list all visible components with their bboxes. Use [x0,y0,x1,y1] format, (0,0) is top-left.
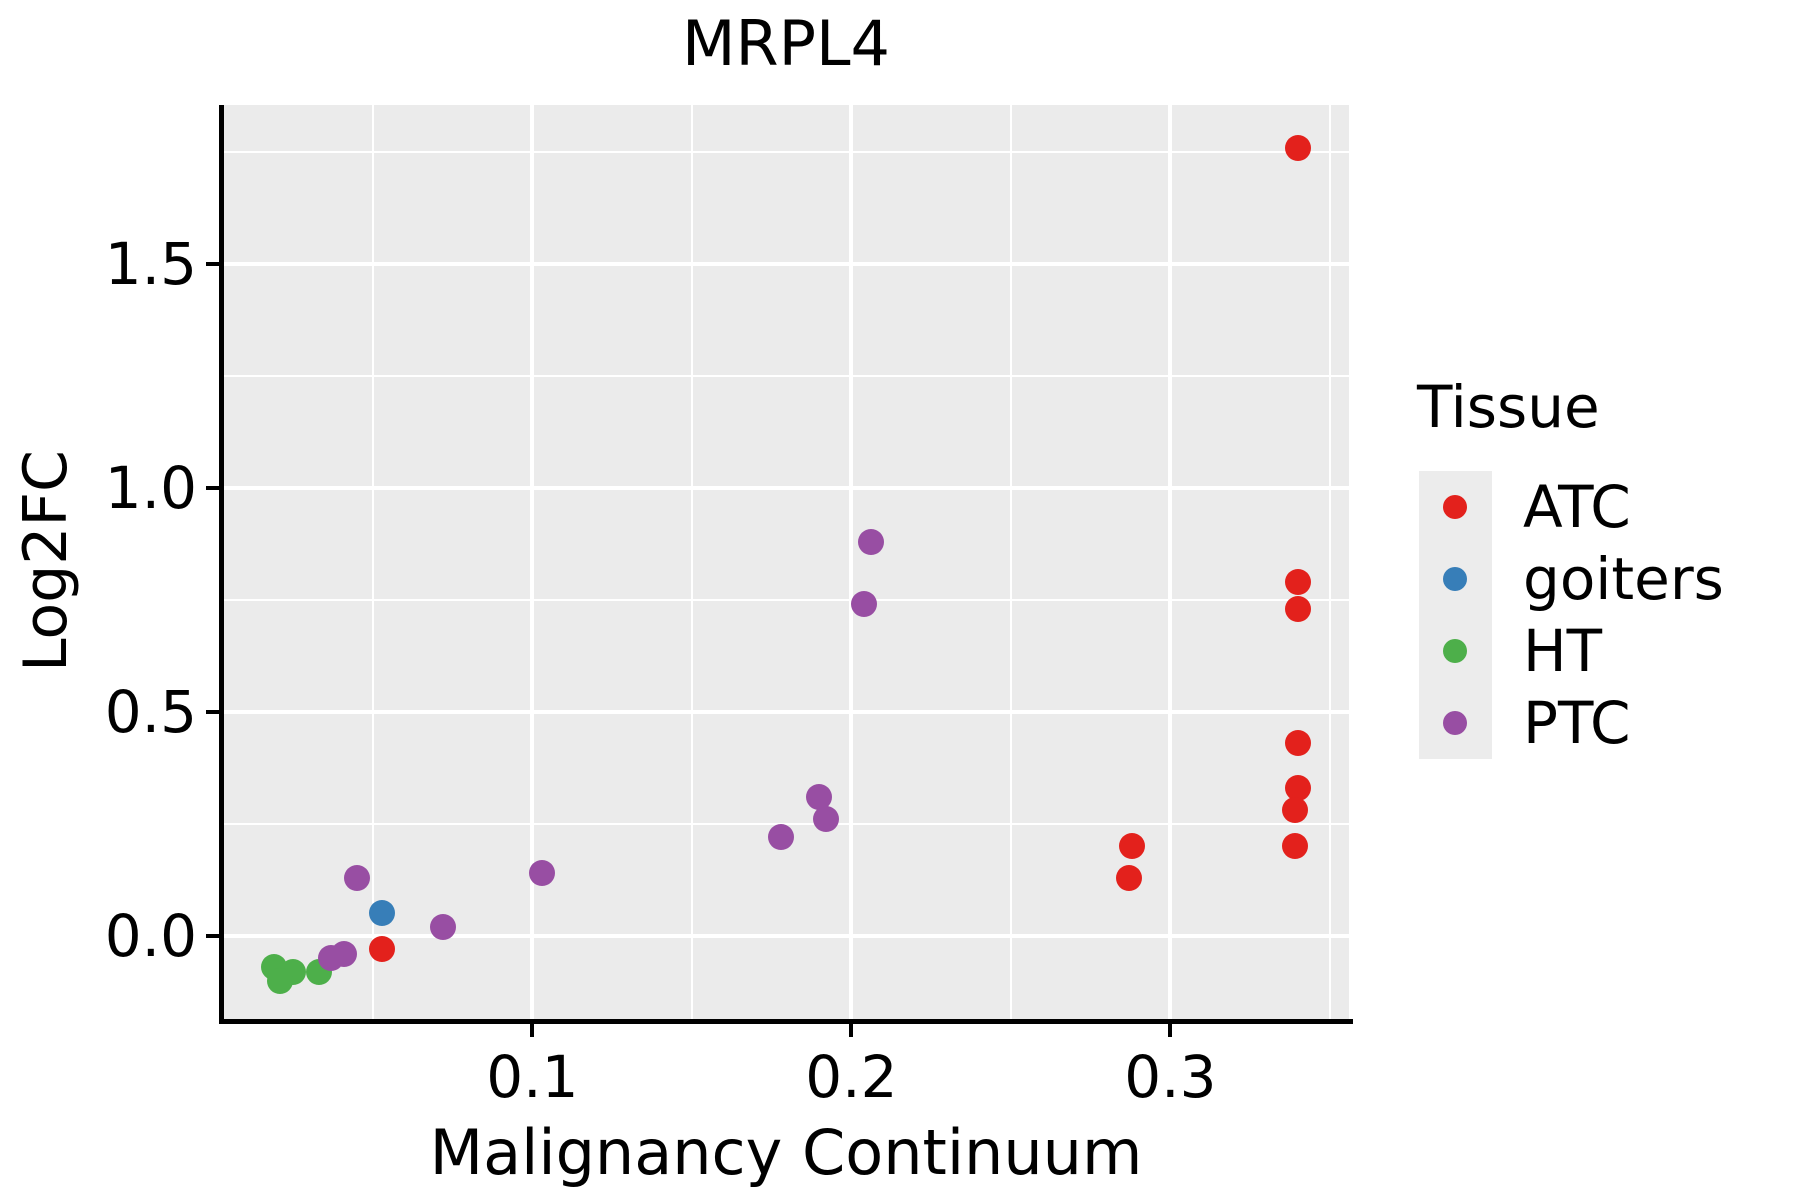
legend-entry-label: HT [1523,617,1603,685]
data-point-PTC [768,824,795,851]
x-minor-gridline [371,105,374,1021]
atc-dot-icon [1443,495,1467,519]
x-minor-gridline [1009,105,1012,1021]
y-tick-mark [206,262,219,266]
data-point-PTC [318,945,345,972]
legend-title: Tissue [1417,373,1600,441]
data-point-goiters [369,900,396,927]
ht-dot-icon [1443,639,1467,663]
x-tick-mark [1168,1024,1173,1037]
y-tick-label: 1.5 [104,230,197,298]
data-point-ATC [1284,730,1311,757]
legend-entry-HT: HT [1419,615,1800,687]
y-major-gridline [223,262,1349,266]
data-point-ATC [1284,569,1311,596]
goiters-dot-icon [1443,567,1467,591]
plot-panel [223,105,1349,1021]
y-tick-mark [206,709,219,714]
data-point-ATC [1115,864,1142,891]
data-point-ATC [1284,775,1311,802]
data-point-ATC [1284,134,1311,161]
data-point-PTC [343,864,370,891]
y-major-gridline [223,933,1349,938]
y-tick-label: 1.0 [104,453,197,522]
y-minor-gridline [223,151,1349,154]
data-point-PTC [528,860,555,887]
data-point-ATC [369,936,396,963]
data-point-HT [267,967,294,994]
data-point-PTC [430,913,457,940]
x-axis-title: Malignancy Continuum [429,1116,1143,1189]
y-axis-line [219,105,224,1024]
ptc-dot-icon [1443,711,1467,735]
data-point-ATC [1119,833,1146,860]
x-tick-label: 0.2 [805,1043,898,1111]
legend-entry-label: ATC [1523,473,1631,541]
data-point-ATC [1284,595,1311,622]
y-minor-gridline [223,822,1349,825]
y-minor-gridline [223,598,1349,601]
chart-title: MRPL4 [682,7,890,80]
data-point-ATC [1281,797,1308,824]
x-major-gridline [849,105,854,1021]
x-minor-gridline [690,105,693,1021]
legend-entry-label: PTC [1523,689,1631,757]
data-point-PTC [851,591,878,618]
legend-entry-label: goiters [1523,545,1724,613]
legend-entry-ATC: ATC [1419,471,1800,543]
y-tick-label: 0.5 [104,677,197,746]
y-tick-mark [206,933,219,938]
x-tick-mark [849,1024,854,1037]
x-tick-label: 0.3 [1124,1043,1217,1111]
y-tick-label: 0.0 [104,901,197,970]
y-tick-mark [206,485,219,490]
legend-entry-goiters: goiters [1419,543,1800,615]
x-tick-mark [530,1024,535,1037]
x-tick-label: 0.1 [486,1043,579,1111]
y-minor-gridline [223,374,1349,377]
legend-entry-PTC: PTC [1419,687,1800,759]
x-major-gridline [1168,105,1173,1021]
data-point-PTC [806,784,833,811]
data-point-ATC [1281,833,1308,860]
y-major-gridline [223,485,1349,490]
x-major-gridline [530,105,535,1021]
data-point-PTC [812,806,839,833]
data-point-PTC [857,528,884,555]
x-minor-gridline [1328,105,1331,1021]
x-axis-line [219,1019,1353,1024]
y-major-gridline [223,709,1349,714]
